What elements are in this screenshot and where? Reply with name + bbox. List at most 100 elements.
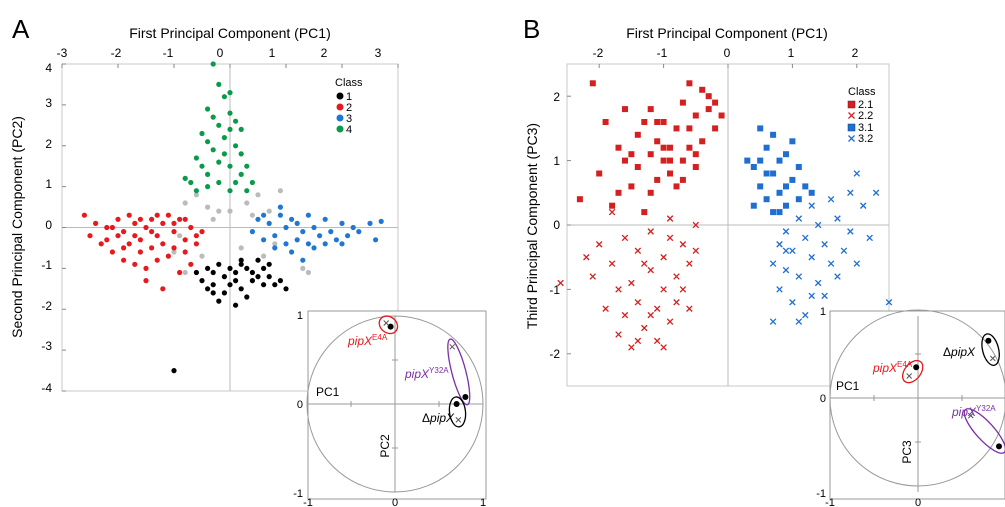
legend-marker-class-3	[336, 114, 344, 122]
point-class-2-2	[634, 299, 642, 306]
point-class-2	[126, 241, 132, 247]
panel-a-letter: A	[12, 14, 30, 44]
point-class-4	[210, 147, 216, 153]
point-class-3-2	[789, 299, 796, 306]
point-class-1	[249, 269, 255, 276]
panel-a-inset-pc-x: PC1	[316, 385, 340, 399]
panel-b-y-tick: -1	[549, 283, 560, 297]
point-unclassified	[210, 216, 216, 222]
point-class-2-1	[692, 164, 699, 170]
loading-ellipse	[963, 408, 1005, 454]
point-class-2	[132, 233, 138, 239]
point-class-1	[244, 294, 250, 300]
label-pipx-e4a-b: pipXE4A	[872, 360, 913, 375]
point-class-4	[233, 179, 239, 186]
point-class-3	[300, 229, 306, 235]
point-class-2	[165, 253, 171, 259]
point-class-3-2	[866, 234, 873, 242]
point-class-3-1	[783, 183, 789, 190]
point-class-2-2	[692, 247, 700, 255]
point-class-2-1	[679, 176, 686, 183]
point-class-2-2	[666, 215, 674, 222]
panel-a-y-tick: -3	[41, 339, 52, 353]
point-class-4	[221, 94, 227, 100]
point-class-3	[266, 220, 272, 226]
point-class-3	[333, 237, 339, 243]
panel-b-x-ticks: -2 -1 0 1 2	[593, 46, 859, 60]
point-class-2	[171, 229, 177, 235]
point-class-2	[137, 237, 143, 243]
panel-a-x-tick: -1	[163, 46, 174, 60]
panel-a-y-tick: 4	[45, 61, 52, 75]
point-class-2-2	[602, 305, 609, 312]
panel-a-x-ticks: -3 -2 -1 0 1 2 3	[57, 46, 382, 60]
point-class-1	[238, 261, 244, 267]
point-class-2-2	[615, 331, 622, 338]
point-class-1	[221, 274, 227, 280]
point-class-3	[317, 233, 323, 239]
point-class-4	[205, 139, 211, 145]
panel-b-points	[557, 80, 893, 351]
panel-a-x-tick: 2	[321, 46, 328, 60]
legend-marker-class-4	[336, 125, 344, 133]
point-class-2-2	[647, 228, 654, 235]
point-class-4	[227, 90, 233, 96]
point-class-2-1	[615, 144, 622, 151]
loading-point-cross	[989, 355, 996, 362]
loading-point-cross	[455, 416, 462, 423]
point-class-2-2	[673, 273, 680, 280]
panel-a-legend-title: Class	[335, 77, 363, 89]
loading-point-cross	[449, 343, 456, 350]
point-class-3-2	[782, 247, 790, 255]
point-class-3-2	[872, 189, 880, 197]
point-class-2	[126, 212, 132, 218]
point-class-1	[261, 282, 267, 288]
point-class-1	[261, 265, 267, 271]
point-class-3	[289, 249, 295, 255]
panel-a-x-tick: -2	[111, 46, 122, 60]
point-class-3-2	[802, 234, 809, 242]
point-class-4	[238, 151, 244, 157]
point-class-1	[210, 269, 216, 276]
point-class-3	[378, 218, 384, 224]
panel-a-y-tick: 3	[45, 96, 52, 110]
point-class-3-1	[776, 157, 783, 164]
point-class-2	[188, 224, 194, 231]
panel-b-inset-pc-y: PC3	[900, 440, 914, 464]
point-class-4	[216, 122, 222, 128]
panel-b-legend-title: Class	[848, 86, 876, 98]
point-class-1	[277, 278, 283, 284]
point-class-3-1	[763, 196, 770, 203]
panel-a-x-tick: 0	[217, 46, 224, 60]
point-class-1	[227, 282, 233, 288]
point-unclassified	[266, 208, 272, 214]
legend-marker-class-1	[336, 92, 344, 100]
point-class-3-2	[885, 299, 893, 306]
point-unclassified	[305, 269, 311, 276]
point-class-2-2	[653, 337, 661, 345]
point-class-2	[104, 224, 110, 231]
loading-point-cross	[906, 373, 913, 379]
point-class-4	[205, 106, 211, 112]
point-class-3-1	[789, 138, 796, 145]
label-delta-pipx-b: ΔpipX	[943, 345, 976, 359]
point-class-1	[205, 286, 211, 292]
point-class-4	[216, 179, 222, 186]
point-class-3	[294, 237, 300, 243]
loading-point-filled	[996, 443, 1002, 450]
panel-b-y-tick: 0	[553, 218, 560, 232]
point-class-3-1	[776, 209, 783, 216]
panel-b-y-tick: 2	[553, 90, 560, 104]
point-class-2	[171, 245, 177, 251]
point-class-3	[367, 220, 373, 226]
point-class-3	[328, 229, 334, 235]
panel-b-y-tick: 1	[553, 154, 560, 168]
panel-a-inset-tick-1: 1	[297, 310, 303, 322]
point-class-1	[216, 298, 222, 304]
point-class-3	[311, 245, 317, 251]
legend-marker-class-2-1	[847, 100, 856, 109]
loading-ellipse	[981, 333, 1000, 366]
loading-point-cross	[967, 412, 974, 419]
point-class-3-2	[847, 189, 854, 197]
